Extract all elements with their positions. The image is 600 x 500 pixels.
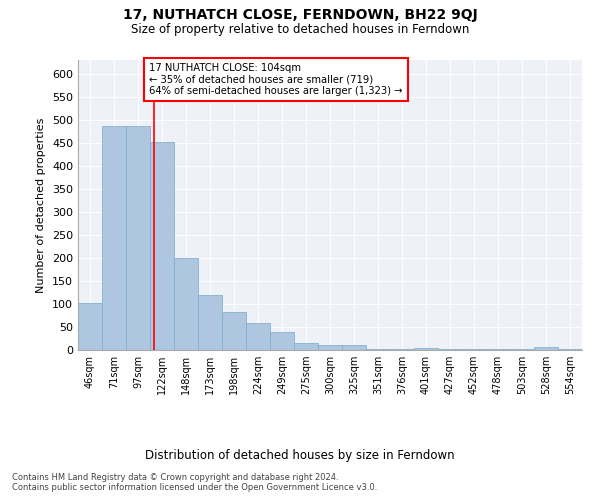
Bar [486,349,510,350]
Bar [534,347,558,350]
Bar [246,324,270,350]
Text: 17, NUTHATCH CLOSE, FERNDOWN, BH22 9QJ: 17, NUTHATCH CLOSE, FERNDOWN, BH22 9QJ [122,8,478,22]
Bar [294,343,318,350]
Bar [462,349,486,350]
Bar [222,312,246,350]
Bar [270,332,294,350]
Text: Size of property relative to detached houses in Ferndown: Size of property relative to detached ho… [131,22,469,36]
Bar [366,349,390,350]
Y-axis label: Number of detached properties: Number of detached properties [37,118,46,292]
Bar [102,126,126,350]
Bar [174,258,198,350]
Bar [390,349,414,350]
Text: 17 NUTHATCH CLOSE: 104sqm
← 35% of detached houses are smaller (719)
64% of semi: 17 NUTHATCH CLOSE: 104sqm ← 35% of detac… [149,63,403,96]
Bar [318,346,342,350]
Text: Contains public sector information licensed under the Open Government Licence v3: Contains public sector information licen… [12,484,377,492]
Bar [198,295,222,350]
Bar [150,142,174,350]
Text: Contains HM Land Registry data © Crown copyright and database right 2024.: Contains HM Land Registry data © Crown c… [12,474,338,482]
Bar [126,126,150,350]
Bar [510,349,534,350]
Bar [558,349,582,350]
Bar [342,346,366,350]
Bar [414,348,438,350]
Bar [438,349,462,350]
Text: Distribution of detached houses by size in Ferndown: Distribution of detached houses by size … [145,448,455,462]
Bar [78,302,102,350]
